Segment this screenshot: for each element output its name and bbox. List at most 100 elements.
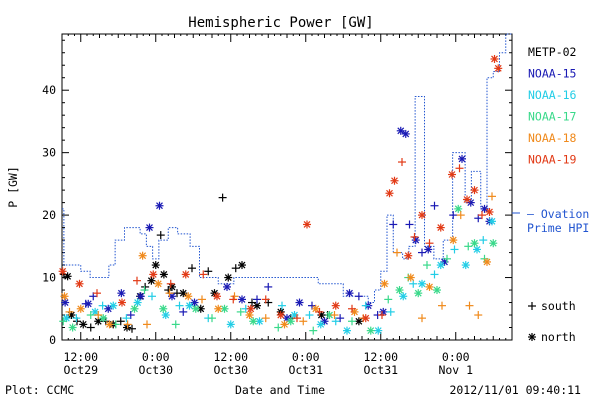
data-point-noaa-16 (185, 301, 194, 310)
data-point-noaa-16 (374, 326, 383, 335)
data-point-noaa-16 (418, 279, 426, 288)
data-point-noaa-17 (470, 239, 479, 248)
marker-stroke (407, 274, 415, 281)
marker-stroke (134, 299, 142, 306)
data-point-noaa-18 (123, 320, 132, 329)
marker-stroke (404, 252, 412, 260)
data-point-noaa-17 (59, 317, 68, 326)
x-tick-time-label: 12:00 (63, 350, 98, 364)
marker-stroke (437, 224, 445, 232)
data-point-metp-02 (231, 264, 240, 273)
marker-stroke (99, 314, 107, 322)
data-point-noaa-18 (143, 320, 151, 329)
y-tick-label: 30 (42, 146, 56, 160)
data-point-noaa-18 (418, 314, 426, 323)
marker-stroke (61, 292, 68, 300)
data-point-metp-02 (128, 324, 136, 333)
legend-noaa-19: NOAA-19 (528, 153, 577, 167)
marker-stroke (424, 246, 432, 253)
marker-stroke (303, 221, 311, 228)
data-point-noaa-19 (378, 311, 386, 320)
data-point-noaa-18 (330, 311, 339, 320)
data-point-noaa-18 (105, 320, 114, 329)
marker-stroke (184, 292, 192, 300)
data-point-noaa-15 (401, 129, 410, 138)
data-point-noaa-15 (418, 248, 426, 257)
marker-stroke (414, 289, 422, 297)
marker-stroke (386, 189, 393, 197)
data-point-noaa-15 (117, 289, 126, 298)
data-point-noaa-19 (166, 279, 175, 288)
marker-stroke (397, 127, 405, 135)
data-point-noaa-18 (245, 311, 254, 320)
marker-stroke (326, 311, 333, 319)
data-point-noaa-19 (390, 176, 399, 185)
marker-stroke (91, 308, 99, 316)
hpi-legend-label: — Ovation (527, 207, 589, 221)
data-point-noaa-15 (424, 245, 433, 254)
data-point-noaa-17 (454, 204, 463, 213)
data-point-noaa-19 (315, 307, 324, 316)
marker-stroke (61, 299, 69, 306)
data-point-noaa-18 (65, 307, 74, 316)
legend-metp-02: METP-02 (528, 45, 576, 59)
x-tick-time-label: 0:00 (142, 350, 170, 364)
data-point-noaa-19 (418, 211, 426, 220)
plot-timestamp: 2012/11/01 09:40:11 (449, 383, 581, 397)
data-point-noaa-16 (72, 314, 81, 323)
marker-stroke (79, 320, 87, 328)
data-point-noaa-16 (175, 301, 184, 310)
data-point-noaa-15 (449, 211, 458, 220)
marker-stroke (399, 292, 407, 300)
data-point-noaa-18 (393, 248, 401, 257)
data-point-noaa-17 (140, 286, 149, 295)
x-tick-time-label: 12:00 (363, 350, 398, 364)
marker-legend: south north (528, 299, 576, 344)
data-point-noaa-15 (61, 298, 70, 307)
data-point-noaa-19 (246, 304, 255, 313)
data-point-noaa-17 (171, 320, 180, 329)
data-point-noaa-17 (191, 304, 200, 313)
marker-stroke (106, 320, 113, 328)
marker-stroke (227, 320, 235, 328)
data-point-noaa-15 (336, 314, 345, 323)
data-point-noaa-19 (463, 195, 471, 204)
data-point-noaa-15 (136, 292, 145, 301)
marker-stroke (137, 292, 145, 300)
data-point-metp-02 (179, 289, 188, 298)
marker-stroke (467, 199, 475, 207)
data-point-noaa-15 (379, 307, 388, 316)
data-point-noaa-16 (98, 301, 107, 310)
data-point-noaa-16 (450, 245, 459, 254)
marker-stroke (168, 292, 176, 300)
marker-stroke (59, 267, 67, 275)
data-point-noaa-17 (443, 254, 451, 263)
data-point-noaa-16 (479, 236, 488, 245)
marker-stroke (214, 305, 222, 313)
data-point-noaa-18 (474, 311, 483, 320)
data-point-noaa-17 (366, 326, 375, 335)
data-point-noaa-17 (489, 239, 498, 248)
data-point-noaa-15 (223, 282, 231, 291)
marker-stroke (154, 280, 162, 288)
data-point-noaa-17 (274, 323, 283, 332)
data-point-noaa-15 (458, 154, 466, 163)
x-tick-time-label: 12:00 (213, 350, 248, 364)
data-point-noaa-18 (198, 295, 206, 304)
marker-stroke (332, 302, 340, 310)
y-tick-label: 0 (49, 333, 56, 347)
data-point-noaa-17 (159, 304, 168, 313)
marker-stroke (197, 305, 205, 313)
marker-stroke (131, 305, 138, 313)
marker-stroke (486, 208, 493, 216)
data-point-noaa-19 (93, 289, 101, 298)
marker-stroke (418, 280, 426, 288)
marker-stroke (462, 261, 470, 269)
data-point-noaa-19 (448, 170, 456, 179)
legend-noaa-18: NOAA-18 (528, 131, 577, 145)
marker-stroke (147, 277, 155, 285)
data-point-noaa-19 (455, 164, 464, 173)
hpi-legend-label: Prime HPI (527, 221, 589, 235)
